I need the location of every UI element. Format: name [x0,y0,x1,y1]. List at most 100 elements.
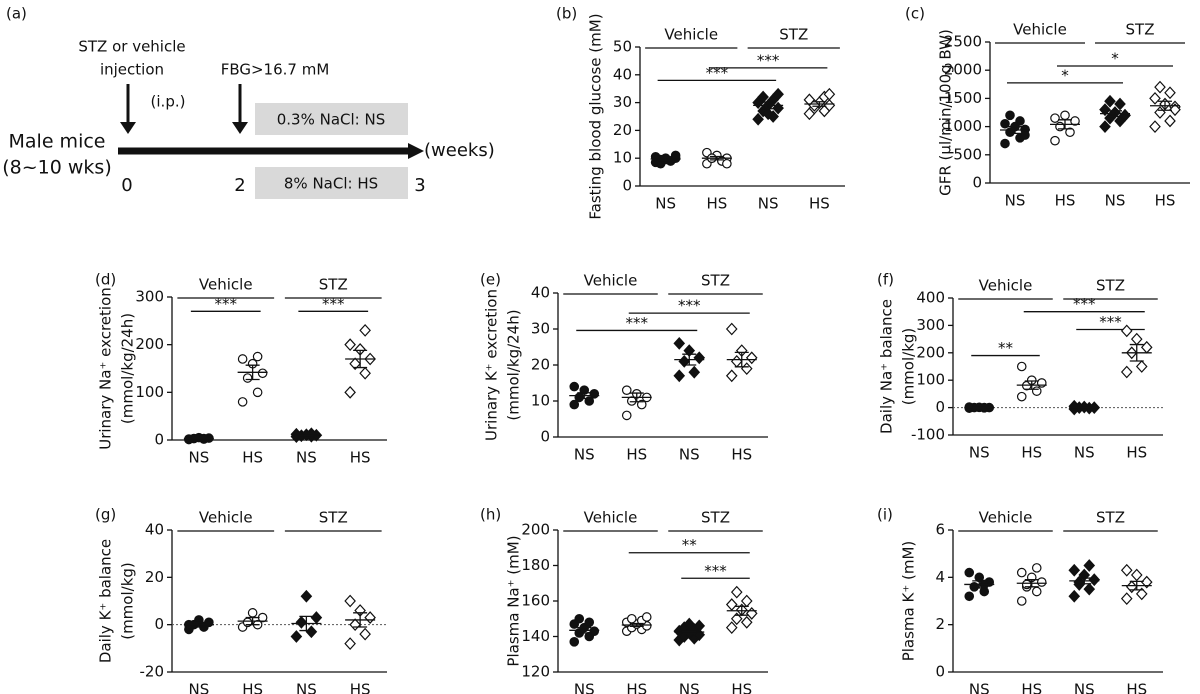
data-point [1149,92,1161,105]
y-tick-label: 140 [521,627,550,645]
x-tick-label: NS [655,195,676,213]
data-point [641,612,652,622]
sem-bar [972,580,987,589]
sem-bar [709,155,724,161]
data-point [1055,121,1065,132]
x-tick-label: HS [1126,444,1147,462]
data-point [1140,340,1153,354]
data-point [1016,567,1027,578]
sem-bar [1077,577,1092,585]
sem-bar [191,621,206,628]
y-axis-label: Fasting blood glucose (mM) [587,13,605,219]
x-tick-label: NS [969,444,990,462]
data-point [1114,97,1126,111]
group-label: STZ [1126,21,1155,39]
x-tick-label: HS [626,446,647,464]
y-tick-label: 1000 [944,117,982,135]
y-tick-label: 300 [916,316,945,334]
x-tick-label: NS [679,446,700,464]
y-tick-label: -20 [140,663,165,681]
y-tick-label: 180 [521,556,550,574]
data-point [247,608,258,618]
y-axis-label: GFR (μl/min/100g BW) [937,29,955,196]
data-point [1016,391,1027,402]
data-point [589,388,600,399]
data-point [589,626,600,636]
significance-label: * [1111,49,1119,67]
data-point [1016,596,1027,606]
y-tick-label: 2 [935,615,945,633]
significance-label: *** [706,64,729,82]
data-point [1031,586,1042,597]
data-point [1120,365,1133,379]
x-tick-label: HS [1021,681,1042,694]
sem-bar [299,434,314,437]
y-tick-label: 40 [613,65,632,83]
x-tick-label: HS [1126,681,1147,694]
x-tick-label: HS [626,681,647,694]
x-tick-label: NS [758,195,779,213]
y-tick-label: 40 [145,521,164,539]
significance-label: *** [678,297,701,315]
sem-bar [245,616,260,626]
data-point [693,351,706,365]
time-label: 2 [234,175,245,196]
x-tick-label: NS [1074,681,1095,694]
y-tick-label: 0 [622,177,632,195]
arrow-head [408,143,424,159]
data-point [730,355,743,368]
data-point [242,373,253,383]
data-point [725,322,738,336]
y-tick-label: 120 [521,663,550,681]
panel: (e) 0 10 20 30 40 Urinary K⁺ excretion (mmol/kg… [480,271,768,464]
sem-bar [1129,343,1144,362]
y-tick-label: 0 [972,174,982,192]
y-tick-label: 20 [145,568,164,586]
y-tick-label: 0 [540,428,550,446]
data-point [305,625,318,639]
sem-bar [577,626,592,634]
injection-label: STZ or vehicle [78,38,185,56]
significance-label: ** [682,536,698,554]
data-point [344,637,356,650]
group-label: STZ [701,509,730,527]
x-tick-label: NS [1005,192,1026,210]
box [255,103,408,135]
arrow-head [232,122,248,134]
data-point [964,567,975,578]
sem-bar [353,612,368,628]
y-tick-label: 2500 [944,33,982,51]
data-point [670,150,681,161]
data-point [1164,86,1176,100]
data-point [290,427,303,441]
y-tick-label: 30 [531,320,550,338]
group-label: Vehicle [584,272,638,290]
data-point [626,613,637,624]
x-tick-label: NS [189,681,210,694]
schematic: (a) STZ or vehicle injection (i.p.) FBG>… [2,5,495,199]
x-tick-label: HS [1055,192,1076,210]
group-label: STZ [319,276,348,294]
y-axis-label: Daily Na⁺ balance [878,299,896,434]
injection-label: injection [100,61,164,79]
y-tick-label: 100 [135,383,164,401]
sem-bar [734,605,749,616]
data-point [1169,103,1181,117]
sem-bar [577,392,592,400]
data-point [725,598,738,611]
data-point [745,607,758,620]
data-point [823,87,836,101]
sem-bar [191,437,206,440]
panel-label: (h) [480,506,501,524]
data-point [1135,587,1148,601]
significance-label: *** [757,51,780,69]
mice-label: Male mice [9,131,106,153]
data-point [673,337,686,350]
y-axis-label: Urinary K⁺ excretion [483,289,501,441]
data-point [1015,116,1025,126]
group-label: STZ [1096,277,1125,295]
panel: (d) 0 100 200 300 Urinary Na⁺ excretion (mmol/… [95,271,387,467]
x-tick-label: HS [242,681,263,694]
sem-bar [1008,125,1022,135]
